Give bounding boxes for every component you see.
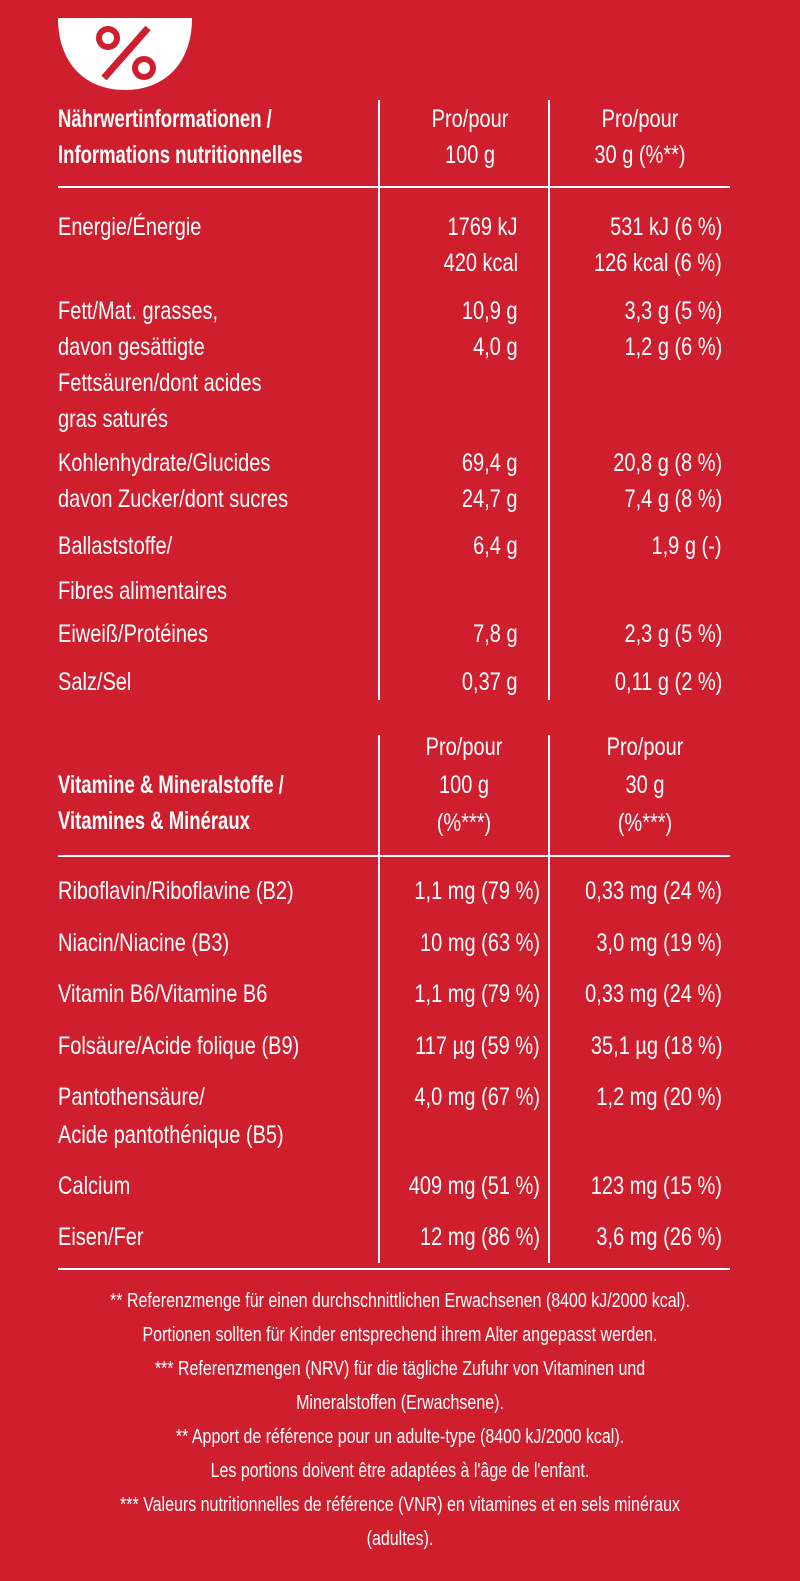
row-label: Fettsäuren/dont acides (58, 369, 262, 397)
value-per-30g: 0,33 mg (24 %) (585, 877, 722, 905)
rule (58, 855, 730, 857)
column-header: Pro/pour (425, 733, 503, 761)
value-per-100g: 7,8 g (473, 620, 518, 648)
value-per-100g: 1,1 mg (79 %) (414, 877, 540, 905)
value-per-30g: 3,6 mg (26 %) (596, 1223, 722, 1251)
value-per-100g: 12 mg (86 %) (419, 1223, 540, 1251)
footnote: *** Referenzmengen (NRV) für die täglich… (154, 1358, 646, 1380)
row-label: Vitamin B6/Vitamine B6 (58, 980, 268, 1008)
rule (548, 100, 550, 700)
row-label: Salz/Sel (58, 668, 132, 696)
value-per-30g: 0,33 mg (24 %) (585, 980, 722, 1008)
footnote: Mineralstoffen (Erwachsene). (296, 1392, 504, 1414)
value-per-30g: 3,3 g (5 %) (624, 297, 722, 325)
row-label: Riboflavin/Riboflavine (B2) (58, 877, 294, 905)
row-label: Kohlenhydrate/Glucides (58, 449, 271, 477)
value-per-30g: 2,3 g (5 %) (624, 620, 722, 648)
value-per-100g: 1769 kJ (447, 213, 518, 241)
row-label: Niacin/Niacine (B3) (58, 929, 230, 957)
value-per-100g: 1,1 mg (79 %) (414, 980, 540, 1008)
row-label: Pantothensäure/ (58, 1083, 205, 1111)
value-per-30g: 123 mg (15 %) (590, 1172, 722, 1200)
value-per-100g: 4,0 g (473, 333, 518, 361)
footnote: Portionen sollten für Kinder entsprechen… (142, 1324, 658, 1346)
value-per-30g: 35,1 µg (18 %) (590, 1032, 722, 1060)
column-header: Pro/pour (431, 105, 509, 133)
row-label: Ballaststoffe/ (58, 532, 173, 560)
value-per-100g: 409 mg (51 %) (408, 1172, 540, 1200)
value-per-100g: 69,4 g (462, 449, 518, 477)
value-per-100g: 24,7 g (462, 485, 518, 513)
column-header: 100 g (438, 771, 490, 799)
row-label: Folsäure/Acide folique (B9) (58, 1032, 300, 1060)
footnote: *** Valeurs nutritionnelles de référence… (120, 1494, 680, 1516)
value-per-100g: 10 mg (63 %) (419, 929, 540, 957)
column-header: (%***) (436, 809, 492, 837)
row-label: Energie/Énergie (58, 213, 202, 241)
value-per-30g: 3,0 mg (19 %) (596, 929, 722, 957)
row-label: Fibres alimentaires (58, 577, 227, 605)
value-per-100g: 420 kcal (443, 249, 519, 277)
rule (378, 100, 380, 700)
value-per-30g: 7,4 g (8 %) (624, 485, 722, 513)
rule (548, 735, 550, 1263)
header-label: Vitamines & Minéraux (58, 807, 250, 835)
row-label: Eisen/Fer (58, 1223, 144, 1251)
percent-bowl-icon (58, 18, 192, 90)
header-label: Vitamine & Mineralstoffe / (58, 771, 284, 799)
value-per-100g: 10,9 g (462, 297, 518, 325)
value-per-30g: 0,11 g (2 %) (614, 668, 722, 696)
footnote: (adultes). (366, 1528, 434, 1550)
footnote: Les portions doivent être adaptées à l'â… (210, 1460, 590, 1482)
value-per-100g: 4,0 mg (67 %) (414, 1083, 540, 1111)
column-header: (%***) (617, 809, 673, 837)
value-per-30g: 1,2 mg (20 %) (596, 1083, 722, 1111)
row-label: Fett/Mat. grasses, (58, 297, 219, 325)
value-per-100g: 0,37 g (462, 668, 518, 696)
column-header: 100 g (444, 141, 496, 169)
column-header: Pro/pour (606, 733, 684, 761)
row-label: davon gesättigte (58, 333, 205, 361)
value-per-100g: 117 µg (59 %) (415, 1032, 540, 1060)
column-header: Pro/pour (601, 105, 679, 133)
column-header: 30 g (%**) (594, 141, 686, 169)
value-per-30g: 20,8 g (8 %) (613, 449, 722, 477)
value-per-100g: 6,4 g (473, 532, 518, 560)
column-header: 30 g (625, 771, 665, 799)
header-label: Informations nutritionnelles (58, 141, 303, 169)
row-label: gras saturés (58, 405, 169, 433)
row-label: Acide pantothénique (B5) (58, 1121, 284, 1149)
value-per-30g: 1,2 g (6 %) (624, 333, 722, 361)
rule (58, 186, 730, 188)
row-label: Eiweiß/Protéines (58, 620, 209, 648)
value-per-30g: 126 kcal (6 %) (594, 249, 722, 277)
row-label: davon Zucker/dont sucres (58, 485, 289, 513)
footnote: ** Apport de référence pour un adulte-ty… (175, 1426, 625, 1448)
rule (378, 735, 380, 1263)
value-per-30g: 531 kJ (6 %) (609, 213, 722, 241)
value-per-30g: 1,9 g (-) (651, 532, 722, 560)
header-label: Nährwertinformationen / (58, 105, 272, 133)
row-label: Calcium (58, 1172, 131, 1200)
footnote: ** Referenzmenge für einen durchschnittl… (110, 1290, 690, 1312)
rule (58, 1268, 730, 1270)
